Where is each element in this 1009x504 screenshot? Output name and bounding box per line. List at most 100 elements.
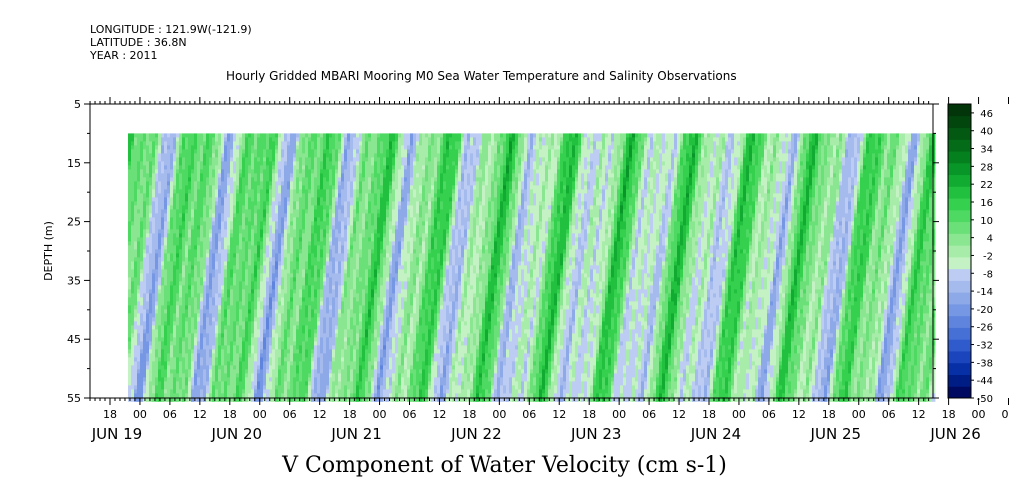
heatmap-cell [245,229,249,234]
heatmap-cell [344,281,348,286]
heatmap-cell [176,237,180,242]
heatmap-cell [344,225,348,230]
heatmap-cell [131,177,135,182]
heatmap-cell [137,181,141,186]
heatmap-cell [302,137,306,142]
heatmap-cell [185,145,189,150]
heatmap-cell [212,381,216,386]
heatmap-cell [173,185,177,190]
heatmap-cell [308,305,312,310]
heatmap-cell [242,149,246,154]
heatmap-cell [239,225,243,230]
heatmap-cell [347,329,351,334]
heatmap-cell [299,229,303,234]
heatmap-cell [173,141,177,146]
heatmap-cell [224,365,228,370]
heatmap-cell [311,229,315,234]
heatmap-cell [296,337,300,342]
heatmap-cell [248,277,252,282]
heatmap-cell [260,257,264,262]
heatmap-cell [224,233,228,238]
heatmap-cell [323,141,327,146]
heatmap-cell [350,229,354,234]
heatmap-cell [188,329,192,334]
heatmap-cell [134,301,138,306]
heatmap-cell [131,345,135,350]
heatmap-cell [338,393,342,398]
heatmap-cell [302,317,306,322]
heatmap-cell [185,177,189,182]
heatmap-cell [140,189,144,194]
heatmap-cell [281,285,285,290]
heatmap-cell [131,197,135,202]
heatmap-cell [278,385,282,390]
heatmap-cell [146,185,150,190]
heatmap-cell [206,241,210,246]
heatmap-cell [245,181,249,186]
heatmap-cell [326,305,330,310]
heatmap-cell [152,305,156,310]
heatmap-cell [191,189,195,194]
heatmap-cell [218,353,222,358]
heatmap-cell [335,389,339,394]
heatmap-cell [137,357,141,362]
heatmap-cell [143,273,147,278]
heatmap-cell [332,385,336,390]
heatmap-cell [323,137,327,142]
heatmap-cell [326,329,330,334]
heatmap-cell [305,253,309,258]
heatmap-cell [185,133,189,138]
heatmap-cell [332,137,336,142]
heatmap-cell [254,285,258,290]
heatmap-cell [230,397,234,402]
heatmap-cell [302,381,306,386]
heatmap-cell [275,261,279,266]
heatmap-cell [140,161,144,166]
heatmap-cell [152,297,156,302]
heatmap-cell [236,209,240,214]
heatmap-cell [212,397,216,402]
heatmap-cell [290,329,294,334]
heatmap-cell [332,185,336,190]
heatmap-cell [263,213,267,218]
heatmap-cell [251,177,255,182]
heatmap-cell [329,221,333,226]
heatmap-cell [308,205,312,210]
heatmap-cell [335,365,339,370]
heatmap-cell [251,393,255,398]
heatmap-cell [197,133,201,138]
heatmap-cell [134,297,138,302]
heatmap-cell [263,329,267,334]
heatmap-cell [230,209,234,214]
heatmap-cell [266,369,270,374]
heatmap-cell [212,233,216,238]
heatmap-cell [236,149,240,154]
heatmap-cell [281,357,285,362]
heatmap-cell [206,309,210,314]
heatmap-cell [140,333,144,338]
heatmap-cell [236,321,240,326]
heatmap-cell [320,373,324,378]
heatmap-cell [173,249,177,254]
heatmap-cell [317,253,321,258]
heatmap-cell [293,333,297,338]
heatmap-cell [185,325,189,330]
heatmap-cell [347,189,351,194]
heatmap-cell [251,245,255,250]
heatmap-cell [221,393,225,398]
heatmap-cell [317,197,321,202]
heatmap-cell [146,201,150,206]
heatmap-cell [197,337,201,342]
heatmap-cell [329,205,333,210]
heatmap-cell [149,253,153,258]
heatmap-cell [191,149,195,154]
heatmap-cell [296,249,300,254]
heatmap-cell [329,341,333,346]
heatmap-cell [152,213,156,218]
heatmap-cell [287,229,291,234]
heatmap-cell [284,333,288,338]
heatmap-cell [137,225,141,230]
heatmap-cell [209,293,213,298]
heatmap-cell [266,317,270,322]
heatmap-cell [215,205,219,210]
